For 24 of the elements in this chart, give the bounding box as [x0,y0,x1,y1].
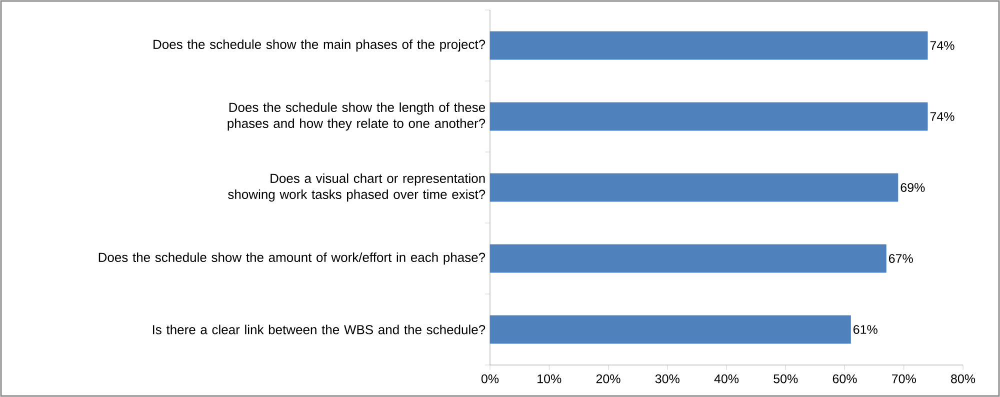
data-label: 74% [930,112,954,121]
data-label: 67% [888,254,913,263]
y-tick-label: Does the schedule show the length of these phases and how they relate to one another? [228,102,486,131]
x-tick-label: 0% [481,374,499,384]
bar [490,173,898,202]
y-tick-label: Does the schedule show the amount of work/effort in each phase? [98,252,486,265]
y-tick-label: Is there a clear link between the WBS and the schedule? [152,324,486,334]
data-label: 61% [854,325,878,334]
y-tick-label: Does the schedule show the main phases of the project? [154,39,486,52]
x-tick-label: 50% [774,374,798,384]
x-tick-label: 10% [538,374,562,384]
bar [490,244,886,273]
y-tick-label: Does a visual chart or representation showing work tasks phased over time exist? [228,173,486,202]
x-tick-label: 60% [832,374,857,384]
bar [490,315,851,344]
bar [490,31,928,60]
bar [490,102,928,131]
x-tick-label: 70% [892,374,916,384]
data-label: 69% [900,183,925,192]
x-tick-label: 20% [596,374,620,384]
data-label: 74% [930,41,954,50]
x-tick-label: 80% [951,374,976,384]
x-tick-label: 30% [655,374,680,384]
x-tick-label: 40% [714,374,739,384]
